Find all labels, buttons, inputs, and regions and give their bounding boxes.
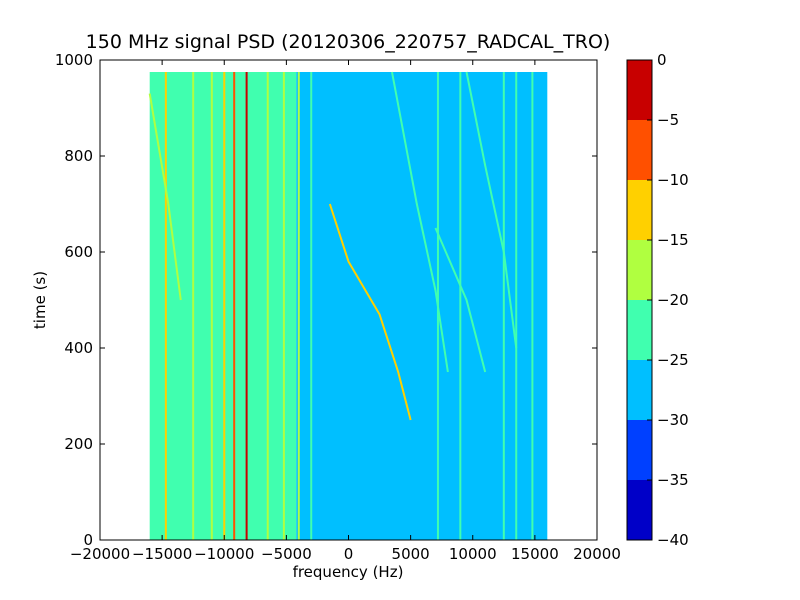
y-tick-label-2: 400 bbox=[64, 339, 93, 357]
heatmap-region-0 bbox=[149, 72, 297, 540]
colorbar-ticks: −40 −35 −30 −25 −20 −15 −10 −5 0 bbox=[647, 51, 689, 549]
colorbar-tick-label-1: −35 bbox=[657, 471, 689, 489]
x-tick-label-5: 5000 bbox=[392, 545, 430, 563]
heatmap-trace-3 bbox=[434, 227, 487, 373]
heatmap-trace-4 bbox=[148, 93, 182, 301]
x-axis-ticks: −20000 −15000 −10000 −5000 0 5000 10000 15000 20… bbox=[70, 60, 621, 563]
y-tick-label-0: 0 bbox=[83, 531, 93, 549]
y-axis-label: time (s) bbox=[31, 271, 49, 329]
y-tick-label-1: 200 bbox=[64, 435, 93, 453]
heatmap-trace-1 bbox=[391, 71, 449, 373]
colorbar-band-3 bbox=[627, 300, 652, 360]
colorbar-band-1 bbox=[627, 420, 652, 480]
y-tick-label-5: 1000 bbox=[55, 51, 93, 69]
x-tick-label-2: −10000 bbox=[194, 545, 254, 563]
x-tick-label-3: −5000 bbox=[261, 545, 312, 563]
colorbar-band-7 bbox=[627, 60, 652, 120]
colorbar-tick-label-7: −5 bbox=[657, 111, 679, 129]
x-tick-label-4: 0 bbox=[344, 545, 354, 563]
y-axis-ticks: 0 200 400 600 800 1000 bbox=[55, 51, 597, 549]
chart-title: 150 MHz signal PSD (20120306_220757_RADC… bbox=[86, 31, 611, 53]
colorbar-band-2 bbox=[627, 360, 652, 420]
colorbar-band-6 bbox=[627, 120, 652, 180]
colorbar-tick-label-3: −25 bbox=[657, 351, 689, 369]
heatmap bbox=[148, 71, 548, 540]
colorbar-tick-label-2: −30 bbox=[657, 411, 689, 429]
colorbar-tick-label-8: 0 bbox=[657, 51, 667, 69]
y-tick-label-3: 600 bbox=[64, 243, 93, 261]
heatmap-region-1 bbox=[296, 72, 548, 540]
x-tick-label-7: 15000 bbox=[511, 545, 559, 563]
colorbar-tick-label-0: −40 bbox=[657, 531, 689, 549]
colorbar-band-0 bbox=[627, 480, 652, 540]
colorbar-tick-label-5: −15 bbox=[657, 231, 689, 249]
heatmap-trace-2 bbox=[465, 71, 518, 349]
colorbar: −40 −35 −30 −25 −20 −15 −10 −5 0 bbox=[626, 51, 689, 549]
x-tick-label-8: 20000 bbox=[573, 545, 621, 563]
colorbar-tick-label-4: −20 bbox=[657, 291, 689, 309]
y-tick-label-4: 800 bbox=[64, 147, 93, 165]
colorbar-tick-label-6: −10 bbox=[657, 171, 689, 189]
x-tick-label-6: 10000 bbox=[449, 545, 497, 563]
x-tick-label-1: −15000 bbox=[132, 545, 192, 563]
heatmap-trace-0 bbox=[328, 203, 412, 421]
colorbar-band-4 bbox=[627, 240, 652, 300]
colorbar-bands bbox=[627, 60, 652, 540]
plot-area: −20000 −15000 −10000 −5000 0 5000 10000 15000 20… bbox=[55, 51, 621, 563]
x-axis-label: frequency (Hz) bbox=[293, 563, 404, 581]
x-tick-label-0: −20000 bbox=[70, 545, 130, 563]
colorbar-band-5 bbox=[627, 180, 652, 240]
